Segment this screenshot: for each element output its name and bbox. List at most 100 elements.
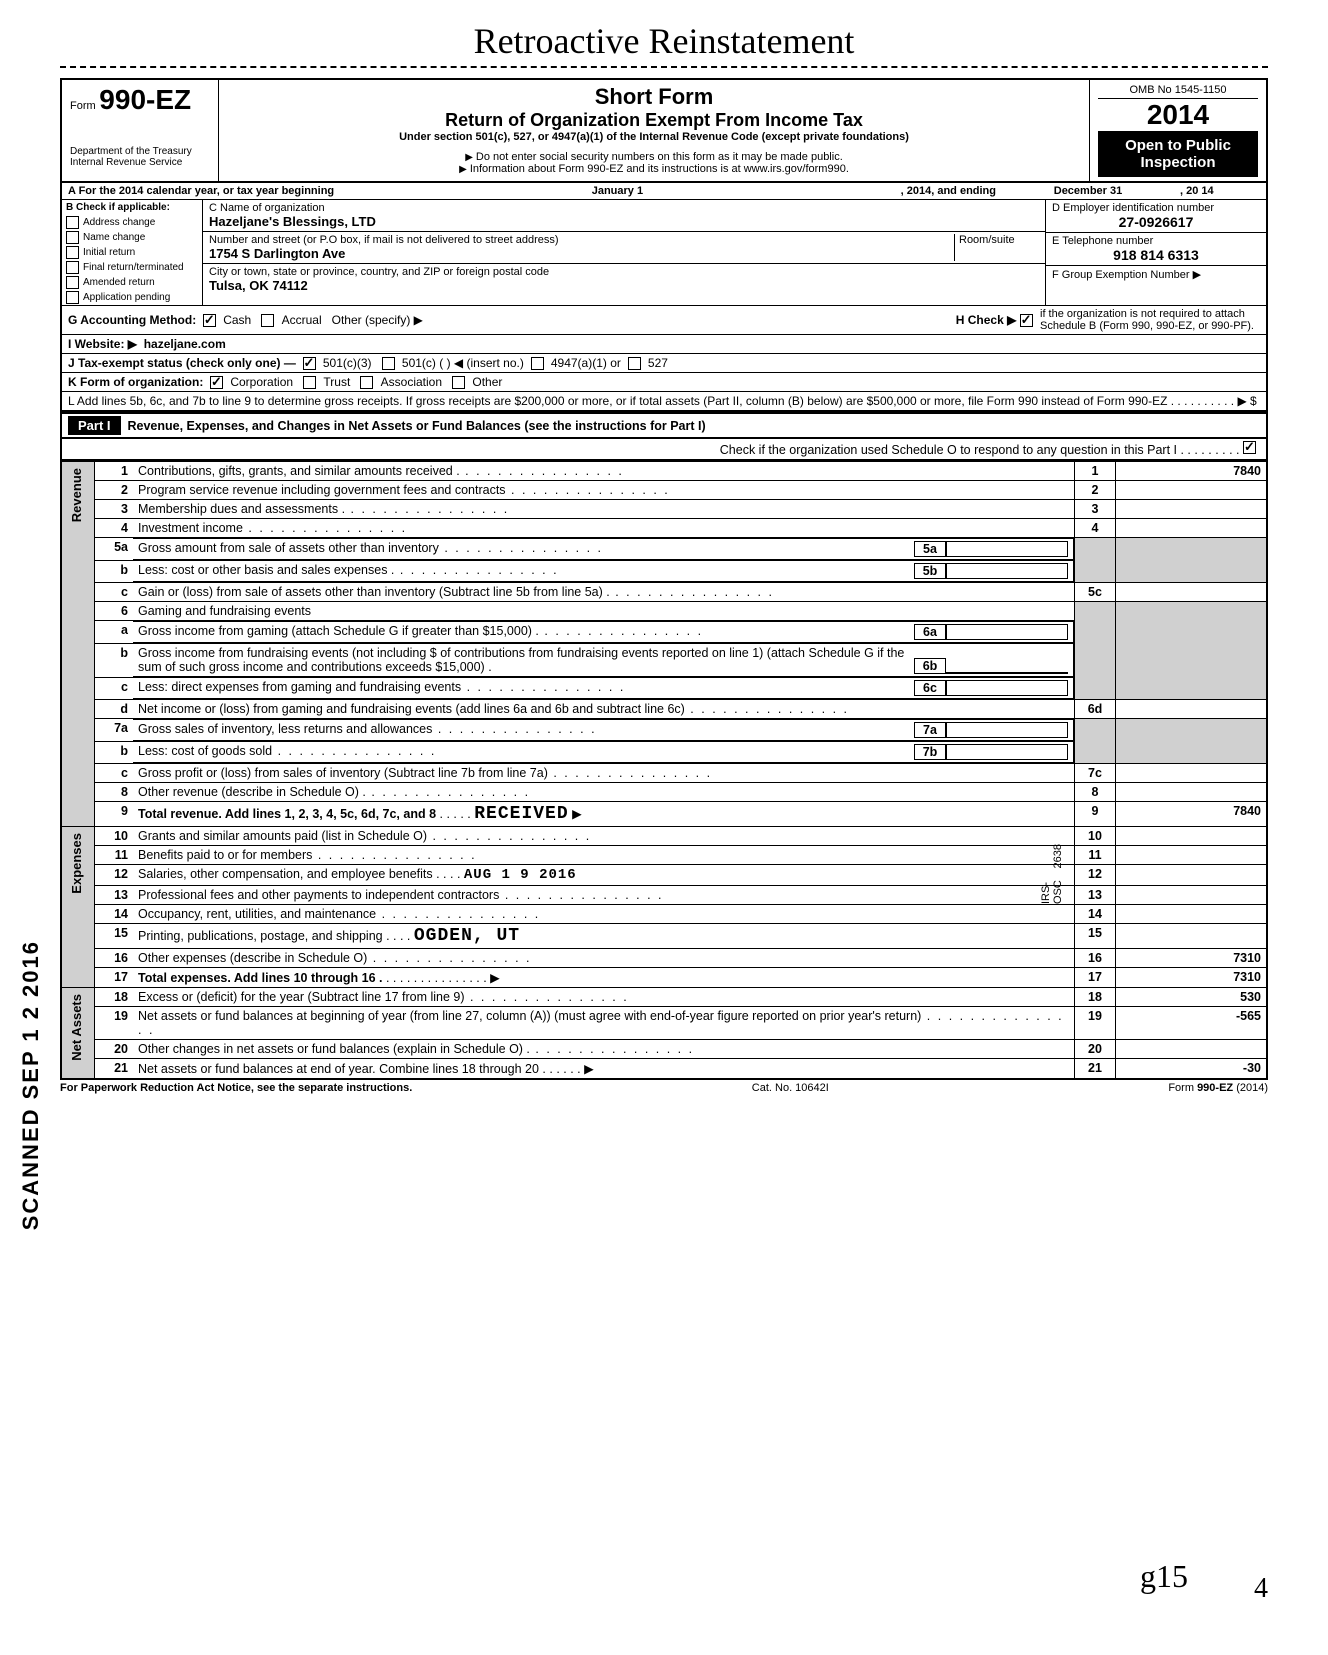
omb-number: OMB No 1545-1150 (1098, 84, 1258, 99)
line-8-desc: Other revenue (describe in Schedule O) . (133, 783, 1075, 802)
c-label: C Name of organization (209, 202, 1039, 214)
line-18-desc: Excess or (deficit) for the year (Subtra… (133, 988, 1075, 1007)
line-7a-desc: Gross sales of inventory, less returns a… (138, 722, 914, 738)
i-label: I Website: ▶ (68, 337, 137, 351)
room-label: Room/suite (954, 234, 1039, 261)
form-prefix: Form (70, 100, 96, 112)
stamp-code: 2638 (1052, 844, 1064, 868)
dept-treasury: Department of the Treasury (70, 146, 210, 157)
k-label: K Form of organization: (68, 375, 203, 389)
line-21-val: -30 (1116, 1059, 1268, 1080)
chk-schedule-o[interactable] (1243, 441, 1256, 454)
row-a-begin: January 1 (340, 183, 895, 199)
chk-assoc[interactable] (360, 376, 373, 389)
line-6d-desc: Net income or (loss) from gaming and fun… (133, 700, 1075, 719)
chk-accrual[interactable] (261, 314, 274, 327)
line-5c-desc: Gain or (loss) from sale of assets other… (133, 583, 1075, 602)
line-19-desc: Net assets or fund balances at beginning… (133, 1007, 1075, 1040)
line-20-desc: Other changes in net assets or fund bala… (133, 1040, 1075, 1059)
line-5b-desc: Less: cost or other basis and sales expe… (138, 563, 914, 579)
city-label: City or town, state or province, country… (209, 266, 1039, 278)
row-a-label: A For the 2014 calendar year, or tax yea… (62, 183, 340, 199)
h-label: H Check ▶ (956, 313, 1017, 327)
501c-label: 501(c) ( ) ◀ (insert no.) (402, 356, 524, 370)
line-12-desc: Salaries, other compensation, and employ… (138, 867, 440, 881)
row-a-mid: , 2014, and ending (895, 183, 1002, 199)
chk-address-change[interactable]: Address change (62, 215, 202, 230)
line-3-desc: Membership dues and assessments . (133, 500, 1075, 519)
assoc-label: Association (381, 375, 442, 389)
chk-527[interactable] (628, 357, 641, 370)
line-7b-desc: Less: cost of goods sold (138, 744, 914, 760)
line-1-val: 7840 (1116, 462, 1268, 481)
row-l: L Add lines 5b, 6c, and 7b to line 9 to … (60, 391, 1268, 412)
part1-badge: Part I (68, 416, 121, 435)
line-16-desc: Other expenses (describe in Schedule O) (133, 949, 1075, 968)
row-k: K Form of organization: Corporation Trus… (60, 372, 1268, 391)
chk-501c[interactable] (382, 357, 395, 370)
line-6-desc: Gaming and fundraising events (133, 602, 1075, 621)
handwritten-header: Retroactive Reinstatement (60, 20, 1268, 68)
chk-4947[interactable] (531, 357, 544, 370)
part1-header: Part I Revenue, Expenses, and Changes in… (60, 412, 1268, 439)
row-a-tax-year: A For the 2014 calendar year, or tax yea… (60, 183, 1268, 200)
f-label: F Group Exemption Number ▶ (1052, 268, 1260, 281)
line-10-desc: Grants and similar amounts paid (list in… (133, 827, 1075, 846)
chk-app-pending[interactable]: Application pending (62, 290, 202, 305)
chk-501c3[interactable] (303, 357, 316, 370)
chk-final-return[interactable]: Final return/terminated (62, 260, 202, 275)
netassets-label: Net Assets (67, 990, 86, 1065)
l-text: L Add lines 5b, 6c, and 7b to line 9 to … (68, 394, 1257, 408)
expenses-label: Expenses (67, 829, 86, 898)
org-city: Tulsa, OK 74112 (209, 278, 1039, 293)
received-stamp: RECEIVED (474, 804, 568, 824)
line-7c-desc: Gross profit or (loss) from sales of inv… (133, 764, 1075, 783)
line-15-desc: Printing, publications, postage, and shi… (138, 929, 390, 943)
note-info: Information about Form 990-EZ and its in… (227, 163, 1081, 175)
line-1-desc: Contributions, gifts, grants, and simila… (133, 462, 1075, 481)
chk-trust[interactable] (303, 376, 316, 389)
line-6b-desc: Gross income from fundraising events (no… (138, 646, 914, 674)
org-name: Hazeljane's Blessings, LTD (209, 214, 1039, 229)
line-9-desc: Total revenue. Add lines 1, 2, 3, 4, 5c,… (138, 807, 436, 821)
h-text: if the organization is not required to a… (1040, 308, 1260, 332)
check-column-b: B Check if applicable: Address change Na… (62, 200, 203, 305)
title-main: Return of Organization Exempt From Incom… (227, 110, 1081, 131)
footer-right: Form 990-EZ (2014) (1168, 1082, 1268, 1094)
chk-other-org[interactable] (452, 376, 465, 389)
section-identity: B Check if applicable: Address change Na… (60, 200, 1268, 305)
other-org-label: Other (472, 375, 502, 389)
open-public-badge: Open to Public Inspection (1098, 131, 1258, 177)
page-footer: For Paperwork Reduction Act Notice, see … (60, 1080, 1268, 1096)
scanned-stamp: SCANNED SEP 1 2 2016 (18, 940, 44, 1230)
line-1-ref: 1 (1075, 462, 1116, 481)
501c3-label: 501(c)(3) (323, 356, 372, 370)
row-a-end: December 31 (1002, 183, 1174, 199)
line-5a-desc: Gross amount from sale of assets other t… (138, 541, 914, 557)
cash-label: Cash (223, 313, 251, 327)
chk-name-change[interactable]: Name change (62, 230, 202, 245)
handwritten-sign: g15 (1140, 1558, 1188, 1595)
line-4-desc: Investment income (133, 519, 1075, 538)
chk-cash[interactable] (203, 314, 216, 327)
org-street: 1754 S Darlington Ave (209, 246, 954, 261)
street-label: Number and street (or P.O box, if mail i… (209, 234, 954, 246)
chk-initial-return[interactable]: Initial return (62, 245, 202, 260)
chk-corp[interactable] (210, 376, 223, 389)
irs-label: Internal Revenue Service (70, 157, 210, 168)
revenue-label: Revenue (67, 464, 86, 526)
line-13-desc: Professional fees and other payments to … (138, 888, 664, 902)
footer-mid: Cat. No. 10642I (752, 1082, 829, 1094)
lines-table: Revenue 1 Contributions, gifts, grants, … (60, 461, 1268, 1080)
j-label: J Tax-exempt status (check only one) — (68, 356, 296, 370)
g-label: G Accounting Method: (68, 313, 196, 327)
row-j: J Tax-exempt status (check only one) — 5… (60, 353, 1268, 372)
chk-amended[interactable]: Amended return (62, 275, 202, 290)
e-label: E Telephone number (1052, 235, 1260, 247)
chk-h[interactable] (1020, 314, 1033, 327)
line-1-num: 1 (95, 462, 134, 481)
d-label: D Employer identification number (1052, 202, 1260, 214)
date-stamp: AUG 1 9 2016 (464, 867, 577, 883)
tax-year: 2014 (1098, 99, 1258, 131)
note-ssn: Do not enter social security numbers on … (227, 151, 1081, 163)
